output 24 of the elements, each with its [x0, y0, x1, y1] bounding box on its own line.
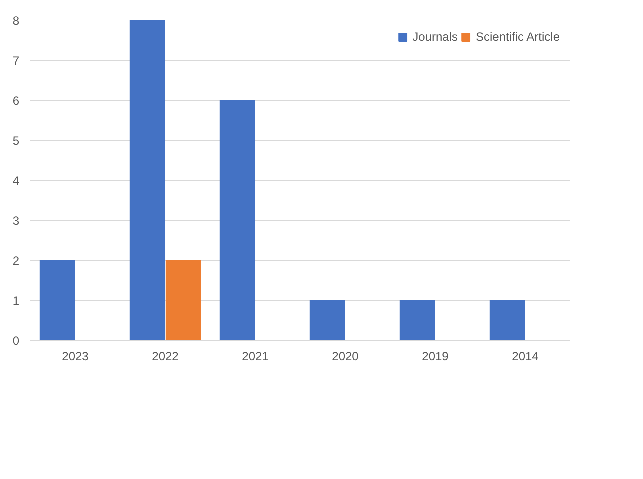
y-tick-label: 4 — [12, 174, 20, 188]
bar — [130, 20, 166, 340]
legend-label: Scientific Article — [476, 30, 560, 44]
y-tick-label: 1 — [12, 294, 20, 308]
bar — [40, 260, 76, 340]
bar — [400, 300, 436, 340]
bar — [220, 100, 256, 340]
bar — [310, 300, 346, 340]
bar — [490, 300, 526, 340]
y-tick-label: 3 — [12, 214, 20, 228]
x-tick-label: 2023 — [62, 350, 90, 364]
y-tick-label: 5 — [12, 134, 20, 148]
legend-label: Journals — [412, 30, 458, 44]
bar — [166, 260, 202, 340]
y-tick-label: 6 — [12, 94, 20, 108]
x-tick-label: 2020 — [332, 350, 360, 364]
x-tick-label: 2019 — [422, 350, 450, 364]
y-tick-label: 7 — [12, 54, 20, 68]
x-tick-label: 2022 — [152, 350, 180, 364]
y-tick-label: 0 — [12, 334, 20, 348]
x-tick-label: 2014 — [512, 350, 540, 364]
y-tick-label: 2 — [12, 254, 20, 268]
x-tick-label: 2021 — [242, 350, 270, 364]
y-tick-label: 8 — [12, 14, 20, 28]
